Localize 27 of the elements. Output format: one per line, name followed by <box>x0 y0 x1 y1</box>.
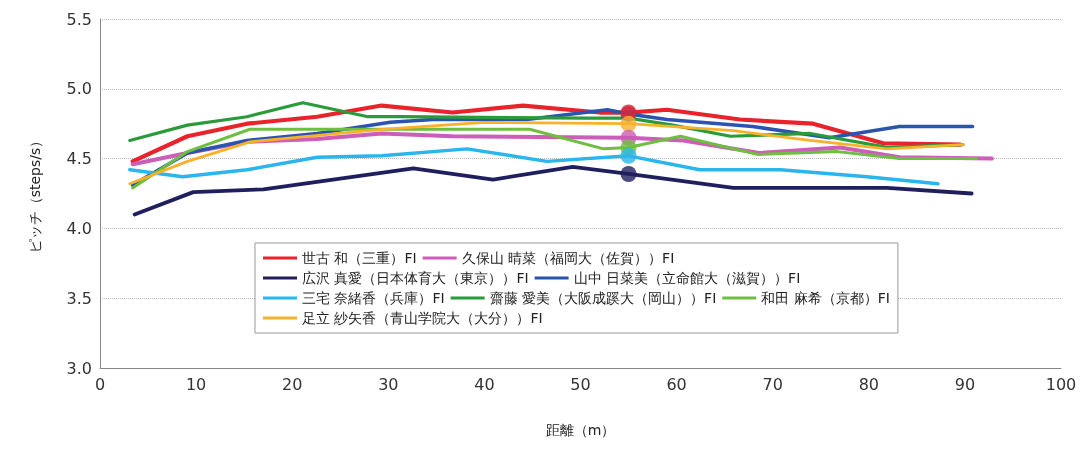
x-axis-title: 距離（m） <box>545 422 616 438</box>
legend-label: 久保山 晴菜（福岡大（佐賀））FI <box>461 250 675 266</box>
y-tick-label: 5.5 <box>66 9 92 29</box>
legend-label: 齋藤 愛美（大阪成蹊大（岡山））FI <box>489 290 717 306</box>
legend-label: 三宅 奈緒香（兵庫）FI <box>302 290 445 306</box>
y-tick-label: 4.0 <box>66 218 92 238</box>
x-tick-label: 20 <box>282 374 303 394</box>
y-axis-title: ピッチ（steps/s） <box>27 133 43 254</box>
x-tick-label: 80 <box>858 374 879 394</box>
x-tick-label: 50 <box>570 374 591 394</box>
legend-label: 広沢 真愛（日本体育大（東京））FI <box>302 270 529 286</box>
y-tick-label: 4.5 <box>66 149 92 169</box>
x-tick-label: 30 <box>378 374 399 394</box>
x-tick-label: 0 <box>94 374 106 394</box>
legend-label: 世古 和（三重）FI <box>302 250 417 266</box>
x-tick-label: 10 <box>185 374 207 394</box>
x-tick-label: 40 <box>474 374 495 394</box>
y-tick-label: 3.0 <box>66 358 92 378</box>
x-tick-label: 70 <box>762 374 783 394</box>
legend-label: 和田 麻希（京都）FI <box>761 290 890 306</box>
legend-label: 山中 日菜美（立命館大（滋賀））FI <box>573 270 801 286</box>
x-tick-label: 60 <box>666 374 687 394</box>
y-tick-label: 5.0 <box>66 79 92 99</box>
legend-label: 足立 紗矢香（青山学院大（大分））FI <box>302 310 543 326</box>
x-tick-label: 100 <box>1045 374 1077 394</box>
y-tick-label: 3.5 <box>66 288 92 308</box>
x-tick-label: 90 <box>954 374 976 394</box>
